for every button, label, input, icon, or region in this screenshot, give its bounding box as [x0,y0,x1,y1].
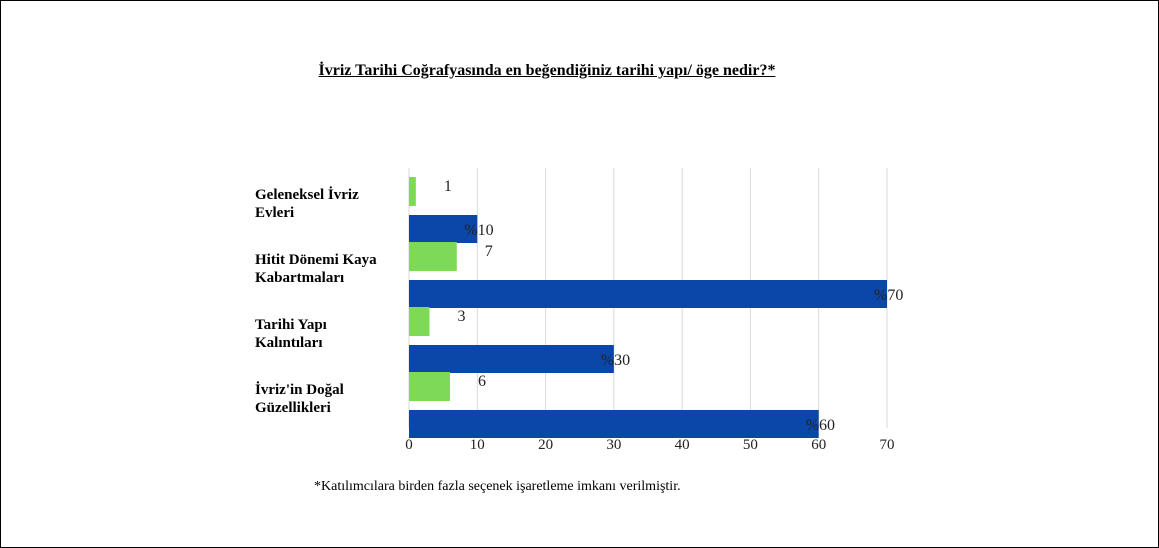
category-label: Evleri [255,205,294,221]
category-label: Tarihi Yapı [255,317,327,333]
data-label-percent: %30 [601,352,630,369]
footnote: *Katılımcılara birden fazla seçenek işar… [314,479,681,494]
data-label-count: 1 [444,178,452,195]
category-label: Güzellikleri [255,400,331,416]
x-tick-label: 40 [675,437,690,453]
category-label: İvriz'in Doğal [255,381,344,398]
bar-percent [409,215,478,243]
category-label: Hitit Dönemi Kaya [255,252,377,268]
data-label-percent: %60 [806,417,835,434]
bar-count [409,242,457,271]
bar-count [409,177,416,206]
category-label: Kalıntıları [255,335,323,351]
x-tick-label: 20 [538,437,553,453]
x-tick-label: 50 [743,437,758,453]
label-layer: 0 10 20 30 40 50 60 70 Geleneksel İvriz Evleri 1 %1… [255,178,903,453]
bar-layer [409,177,887,438]
chart-title: İvriz Tarihi Coğrafyasında en beğendiğin… [318,62,776,79]
bar-count [409,372,450,401]
category-label: Geleneksel İvriz [255,186,359,203]
x-tick-label: 70 [880,437,895,453]
data-label-count: 6 [478,373,486,390]
data-label-count: 3 [457,308,465,325]
x-tick-label: 30 [606,437,621,453]
bar-percent [409,280,887,308]
category-label: Kabartmaları [255,270,344,286]
x-tick-label: 10 [470,437,485,453]
bar-count [409,307,430,336]
data-label-percent: %70 [874,287,903,304]
x-tick-label: 0 [405,437,413,453]
x-tick-label: 60 [811,437,826,453]
bar-percent [409,410,819,438]
bar-percent [409,345,614,373]
data-label-count: 7 [485,243,493,260]
data-label-percent: %10 [464,222,493,239]
